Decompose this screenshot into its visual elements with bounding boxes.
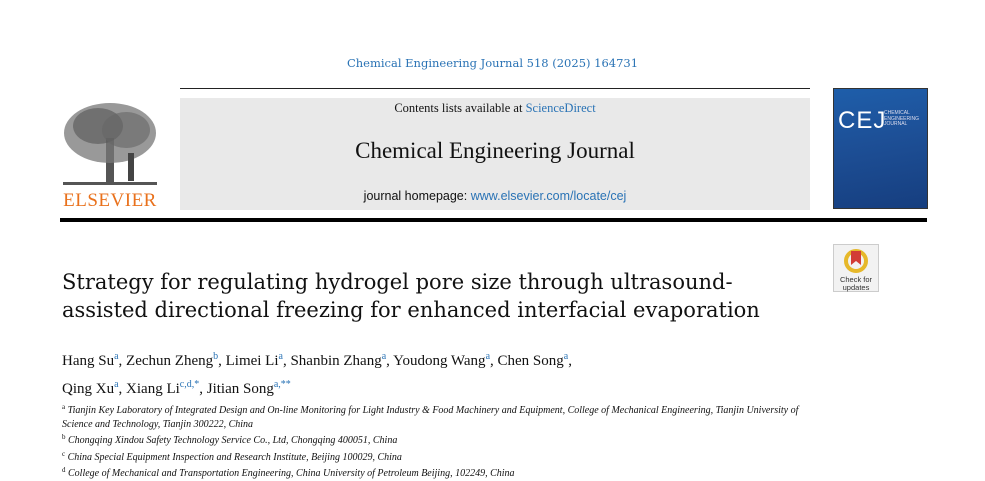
author-affiliation-marker[interactable]: a: [278, 351, 283, 362]
affiliation-marker: d: [62, 466, 66, 475]
author-name: Youdong Wang: [393, 353, 486, 369]
homepage-link[interactable]: www.elsevier.com/locate/cej: [470, 189, 627, 203]
header-rule: [60, 218, 927, 222]
author-affiliation-marker[interactable]: a: [114, 379, 119, 390]
author[interactable]: Zechun Zhengb,: [126, 351, 226, 369]
sciencedirect-link[interactable]: ScienceDirect: [525, 101, 596, 115]
homepage-prefix: journal homepage:: [363, 189, 471, 203]
author[interactable]: Shanbin Zhanga,: [290, 351, 394, 369]
affiliation: c China Special Equipment Inspection and…: [62, 448, 822, 465]
contents-line: Contents lists available at ScienceDirec…: [180, 101, 810, 116]
author-separator: ,: [386, 353, 394, 369]
publisher-logo-text: ELSEVIER: [63, 190, 157, 211]
affiliations: a Tianjin Key Laboratory of Integrated D…: [62, 401, 822, 481]
crossmark-icon: [844, 249, 868, 273]
author-name: Qing Xu: [62, 381, 115, 397]
author-name: Limei Li: [225, 353, 279, 369]
author-separator: ,: [199, 381, 207, 397]
author[interactable]: Chen Songa,: [497, 351, 572, 369]
author-name: Xiang Li: [126, 381, 180, 397]
affiliation-marker: c: [62, 449, 66, 458]
author-separator: ,: [118, 381, 127, 397]
elsevier-tree-logo: [58, 98, 162, 210]
author-affiliation-marker[interactable]: a: [563, 351, 569, 362]
affiliation-text: Chongqing Xindou Safety Technology Servi…: [68, 435, 398, 447]
author[interactable]: Hang Sua,: [62, 351, 127, 369]
journal-cover[interactable]: CEJ CHEMICAL ENGINEERING JOURNAL: [833, 88, 928, 209]
article-title: Strategy for regulating hydrogel pore si…: [62, 270, 760, 322]
citation-link[interactable]: Chemical Engineering Journal 518 (2025) …: [346, 56, 639, 70]
divider: [180, 88, 810, 89]
cover-abbrev: CEJ: [838, 107, 887, 134]
author-affiliation-marker[interactable]: b: [213, 351, 219, 362]
author-separator: ,: [282, 353, 291, 369]
journal-header: Contents lists available at ScienceDirec…: [180, 98, 810, 210]
affiliation: b Chongqing Xindou Safety Technology Ser…: [62, 431, 822, 448]
author[interactable]: Youdong Wanga,: [393, 351, 498, 369]
author-affiliation-marker[interactable]: c,d,*: [179, 379, 200, 390]
author-name: Shanbin Zhang: [290, 353, 382, 369]
author[interactable]: Qing Xua,: [62, 379, 127, 397]
affiliation-text: China Special Equipment Inspection and R…: [67, 451, 402, 463]
affiliation: a Tianjin Key Laboratory of Integrated D…: [62, 401, 822, 431]
author-separator: ,: [568, 353, 572, 369]
check-for-updates-button[interactable]: Check for updates: [833, 244, 879, 292]
author-separator: ,: [490, 353, 498, 369]
author-separator: ,: [218, 353, 226, 369]
author[interactable]: Xiang Lic,d,*,: [126, 379, 207, 397]
affiliation-marker: a: [62, 403, 66, 411]
check-label-1: Check for: [839, 275, 873, 284]
check-label-2: updates: [842, 283, 870, 292]
author-name: Zechun Zheng: [126, 353, 214, 369]
journal-name: Chemical Engineering Journal: [355, 138, 635, 163]
author-affiliation-marker[interactable]: a: [381, 351, 387, 362]
author-name: Jitian Song: [206, 381, 274, 397]
author-name: Hang Su: [62, 353, 115, 369]
affiliation-text: College of Mechanical and Transportation…: [68, 468, 515, 480]
author[interactable]: Jitian Songa,**: [206, 379, 291, 397]
homepage-line: journal homepage: www.elsevier.com/locat…: [180, 189, 810, 203]
author-affiliation-marker[interactable]: a: [114, 351, 119, 362]
contents-prefix: Contents lists available at: [394, 101, 526, 115]
author[interactable]: Limei Lia,: [225, 351, 291, 369]
author-list: Hang Sua, Zechun Zhengb, Limei Lia, Shan…: [62, 345, 802, 401]
affiliation-marker: b: [62, 433, 66, 442]
author-separator: ,: [118, 353, 127, 369]
affiliation: d College of Mechanical and Transportati…: [62, 464, 822, 481]
author-name: Chen Song: [497, 353, 564, 369]
cover-title: CHEMICAL ENGINEERING JOURNAL: [884, 110, 920, 127]
affiliation-text: Tianjin Key Laboratory of Integrated Des…: [62, 405, 799, 430]
author-affiliation-marker[interactable]: a: [485, 351, 491, 362]
author-affiliation-marker[interactable]: a,**: [273, 379, 291, 390]
